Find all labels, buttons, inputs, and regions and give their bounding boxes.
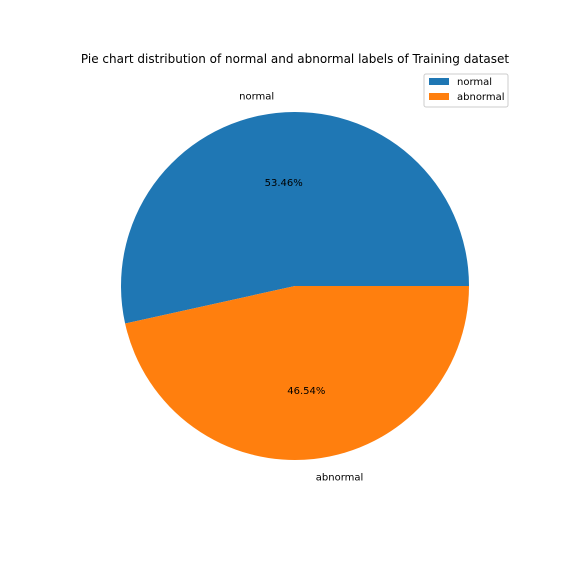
percent-label-abnormal: 46.54% bbox=[287, 386, 325, 397]
legend-label-abnormal: abnormal bbox=[457, 92, 505, 103]
pie-slice-abnormal bbox=[125, 286, 469, 460]
legend-label-normal: normal bbox=[457, 77, 492, 88]
percent-labels: 53.46% 46.54% bbox=[265, 178, 326, 397]
slice-label-abnormal: abnormal bbox=[316, 472, 364, 483]
legend: normal abnormal bbox=[423, 73, 509, 108]
legend-swatch-normal bbox=[429, 78, 449, 85]
slice-labels: normal abnormal bbox=[239, 92, 363, 484]
legend-swatch-abnormal bbox=[429, 93, 449, 100]
chart-title: Pie chart distribution of normal and abn… bbox=[81, 52, 509, 66]
legend-entries: normal abnormal bbox=[429, 77, 505, 103]
pie-slices bbox=[121, 111, 470, 460]
percent-label-normal: 53.46% bbox=[265, 178, 303, 189]
pie-slice-normal bbox=[121, 111, 470, 324]
slice-label-normal: normal bbox=[239, 92, 274, 103]
